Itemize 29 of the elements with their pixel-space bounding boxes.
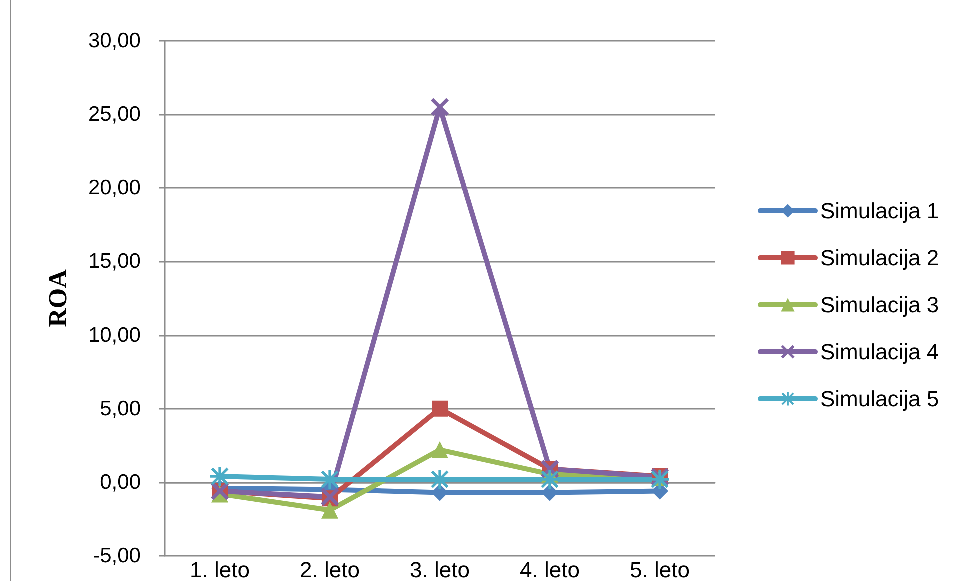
legend-label: Simulacija 3 — [820, 292, 940, 318]
x-tick-label: 1. leto — [190, 558, 250, 581]
legend-label: Simulacija 2 — [820, 246, 940, 270]
x-tick-label: 3. leto — [410, 558, 470, 581]
point — [431, 98, 449, 116]
point — [432, 400, 448, 417]
y-tick-label: 20,00 — [88, 176, 141, 200]
y-tick-label: 15,00 — [88, 250, 141, 274]
point — [540, 470, 560, 489]
x-tick-label: 4. leto — [520, 558, 580, 581]
legend-label: Simulacija 1 — [820, 198, 940, 224]
y-tick-label: 5,00 — [100, 397, 141, 420]
point — [430, 470, 450, 489]
y-axis-title: ROA — [44, 269, 72, 328]
point — [432, 484, 448, 502]
point — [542, 484, 558, 502]
point — [432, 442, 448, 459]
point — [210, 467, 230, 486]
y-tick-label: -5,00 — [93, 544, 141, 568]
x-tick-label: 2. leto — [300, 558, 360, 581]
legend-label: Simulacija 4 — [820, 340, 940, 364]
x-tick-label: 5. leto — [630, 558, 690, 581]
y-tick-label: 30,00 — [88, 30, 141, 52]
y-tick-label: 10,00 — [88, 324, 141, 347]
y-tick-label: 25,00 — [88, 103, 141, 126]
point — [320, 470, 340, 489]
legend-label: Simulacija 5 — [820, 386, 940, 412]
point — [322, 502, 338, 519]
y-tick-label: 0,00 — [100, 470, 141, 494]
